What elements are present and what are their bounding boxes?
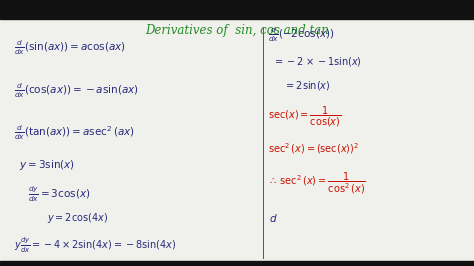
Text: $\frac{dy}{dx} = 3\cos(x)$: $\frac{dy}{dx} = 3\cos(x)$ <box>28 184 91 204</box>
Text: $\frac{d}{dx}(\sin(ax)) = a\cos(ax)$: $\frac{d}{dx}(\sin(ax)) = a\cos(ax)$ <box>14 39 126 57</box>
Text: $\frac{d}{dx}(\cos(ax)) = -a\sin(ax)$: $\frac{d}{dx}(\cos(ax)) = -a\sin(ax)$ <box>14 81 139 100</box>
Text: $y = 3\sin(x)$: $y = 3\sin(x)$ <box>19 158 75 172</box>
Bar <box>0 261 474 266</box>
Text: $y\frac{dy}{dx} = -4 \times 2\sin(4x) = -8\sin(4x)$: $y\frac{dy}{dx} = -4 \times 2\sin(4x) = … <box>14 235 176 255</box>
Text: $= 2\sin(x)$: $= 2\sin(x)$ <box>284 79 331 92</box>
Text: $d$: $d$ <box>269 212 278 224</box>
Text: $\sec(x) = \dfrac{1}{\cos(x)}$: $\sec(x) = \dfrac{1}{\cos(x)}$ <box>268 105 341 129</box>
Text: $y = 2\cos(4x)$: $y = 2\cos(4x)$ <box>47 211 109 225</box>
Text: $\therefore\, \sec^2(x) = \dfrac{1}{\cos^2(x)}$: $\therefore\, \sec^2(x) = \dfrac{1}{\cos… <box>268 171 365 197</box>
Text: Derivatives of  sin, cos and tan: Derivatives of sin, cos and tan <box>145 24 329 37</box>
Text: $= -2 \times -1\sin(x)$: $= -2 \times -1\sin(x)$ <box>273 55 361 68</box>
Text: $\frac{d}{dx}(\tan(ax)) = a\sec^2(ax)$: $\frac{d}{dx}(\tan(ax)) = a\sec^2(ax)$ <box>14 124 135 142</box>
Bar <box>0 0 474 19</box>
Text: $\sec^2(x) = (\sec(x))^2$: $\sec^2(x) = (\sec(x))^2$ <box>268 142 359 156</box>
Text: $\frac{d}{dx}(-2\cos(x))$: $\frac{d}{dx}(-2\cos(x))$ <box>268 25 334 44</box>
